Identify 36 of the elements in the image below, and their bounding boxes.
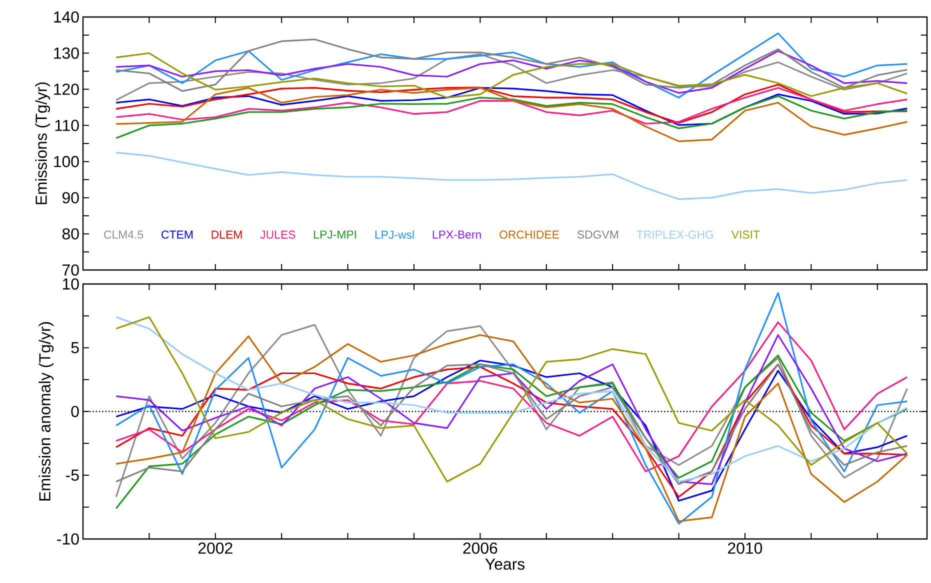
y-tick-label: 130 bbox=[54, 48, 79, 59]
x-tick-label: 2010 bbox=[728, 542, 762, 554]
y-tick-label: 140 bbox=[54, 11, 79, 23]
line-series bbox=[115, 32, 908, 98]
text: SDGVM bbox=[577, 230, 618, 239]
line-series bbox=[115, 292, 908, 524]
line-series bbox=[115, 95, 908, 139]
y-tick-label: 90 bbox=[62, 192, 79, 204]
text: LPJ-MPI bbox=[314, 230, 356, 239]
text: CTEM bbox=[162, 230, 192, 239]
text: JULES bbox=[260, 230, 296, 239]
y-tick-label: 0 bbox=[71, 406, 79, 418]
y-tick-label: 5 bbox=[71, 342, 79, 354]
y-tick-label: 110 bbox=[55, 120, 79, 132]
y-tick-label: 80 bbox=[62, 228, 79, 240]
line-series bbox=[115, 87, 908, 142]
x-axis-title: Years bbox=[485, 558, 525, 570]
line-series bbox=[115, 152, 908, 200]
y-tick-label: 120 bbox=[54, 84, 79, 95]
line-series bbox=[115, 334, 908, 522]
text: VISIT bbox=[731, 230, 760, 239]
text: TRIPLEX-GHG bbox=[636, 230, 714, 239]
y-tick-label: 10 bbox=[62, 278, 79, 290]
y-tick-label: -5 bbox=[66, 470, 79, 481]
text: CLM4.5 bbox=[104, 230, 144, 239]
text: ORCHIDEE bbox=[500, 230, 559, 239]
y-axis-title: Emissions (Tg/yr) bbox=[35, 82, 50, 204]
y-tick-label: 70 bbox=[62, 264, 79, 276]
x-tick-label: 2006 bbox=[463, 542, 498, 554]
text: DLEM bbox=[212, 230, 242, 239]
x-tick-label: 2002 bbox=[198, 542, 232, 554]
y-tick-label: 100 bbox=[54, 156, 79, 168]
y-tick-label: -10 bbox=[57, 533, 79, 545]
y-axis-title: Emission anomaly (Tg/yr) bbox=[38, 322, 54, 501]
text: LPX-Bern bbox=[432, 230, 481, 239]
text: LPJ-wsl bbox=[375, 230, 414, 239]
